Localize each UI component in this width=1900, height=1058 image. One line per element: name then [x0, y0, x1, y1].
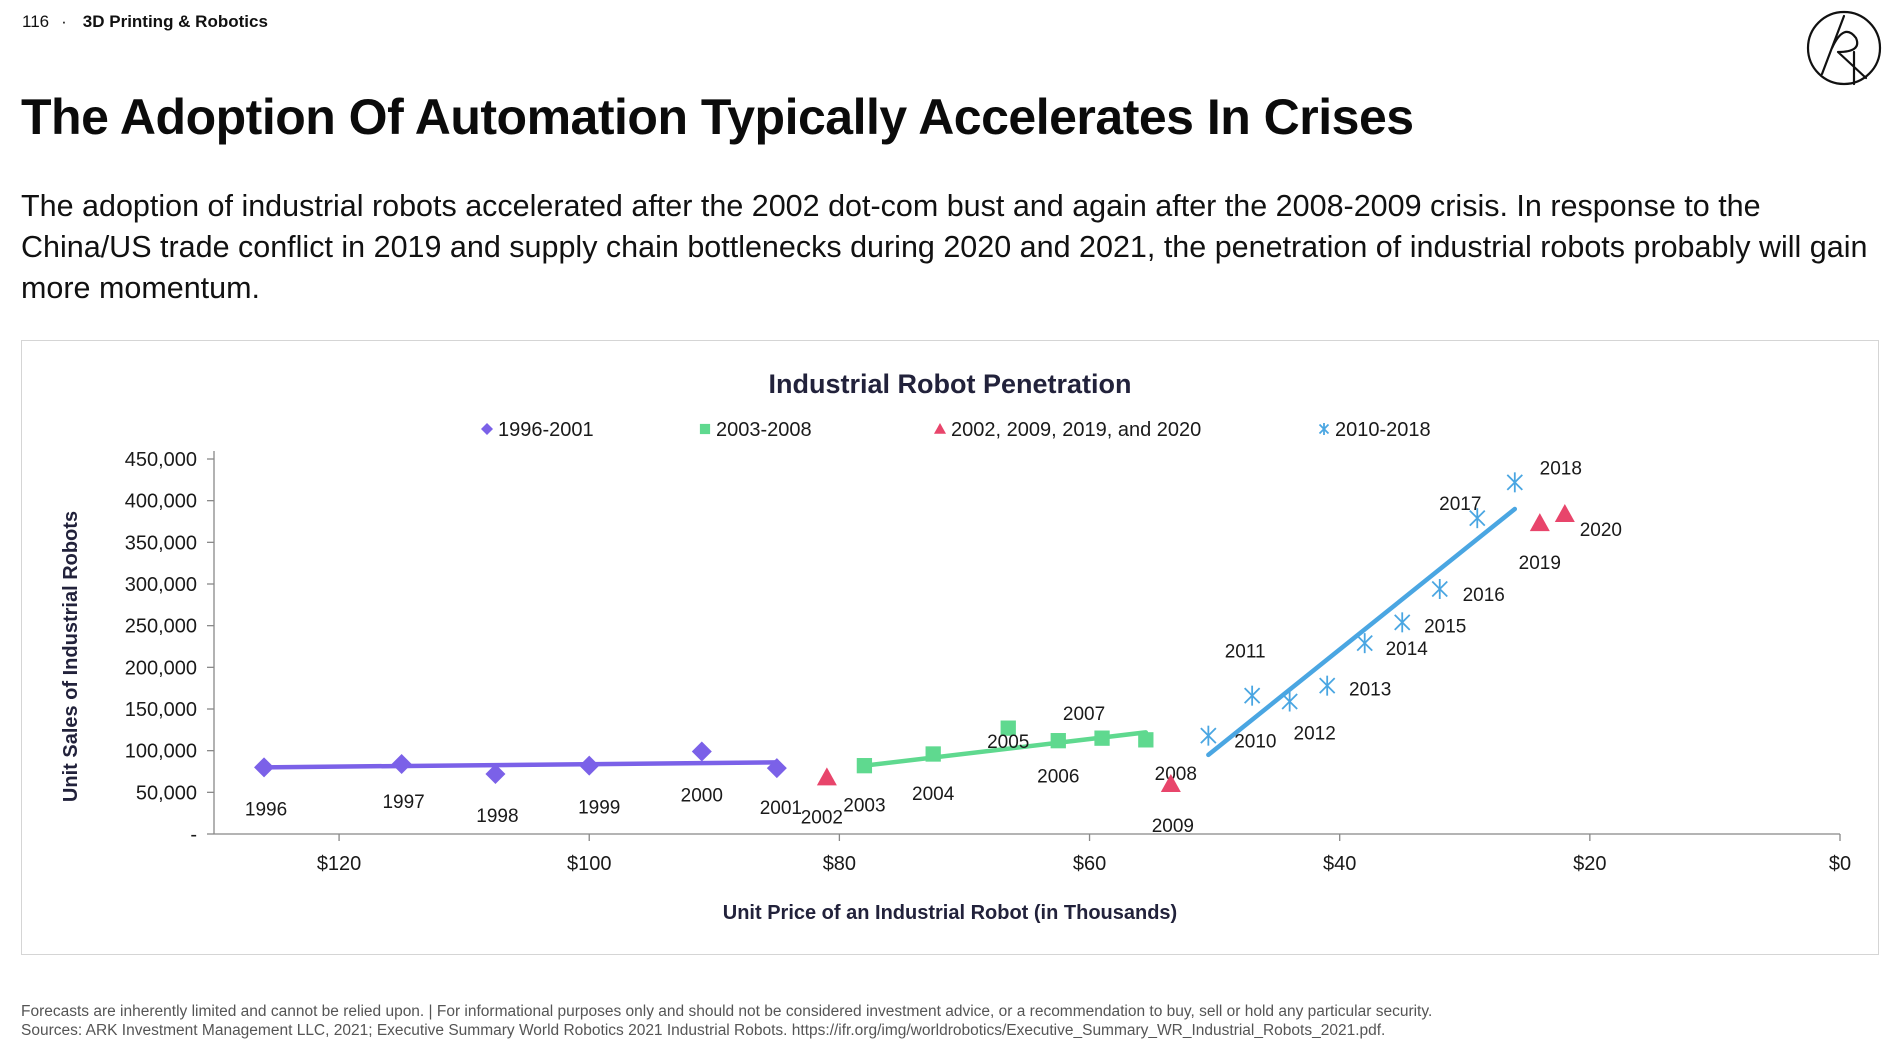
data-label-2011: 2011: [1225, 642, 1266, 663]
y-tick-label: 200,000: [125, 657, 197, 679]
y-tick-label: 150,000: [125, 699, 197, 721]
legend-entry: 2002, 2009, 2019, and 2020: [951, 419, 1201, 441]
data-label-2019: 2019: [1519, 553, 1561, 574]
y-tick-label: 350,000: [125, 532, 197, 554]
x-tick-label: $80: [823, 853, 856, 875]
page-number: 116: [22, 12, 50, 31]
data-label-2012: 2012: [1294, 724, 1336, 745]
data-point-2013: [1319, 675, 1336, 696]
data-point-2009: [1160, 774, 1181, 792]
data-label-2015: 2015: [1424, 616, 1466, 637]
y-tick-label: 450,000: [125, 449, 197, 471]
data-point-2020: [1554, 504, 1575, 522]
data-point-1997: [391, 754, 412, 774]
data-label-2001: 2001: [760, 798, 802, 819]
legend-entry: 2003-2008: [716, 419, 812, 441]
data-point-2017: [1469, 508, 1486, 529]
section-name: 3D Printing & Robotics: [82, 12, 268, 31]
header-bar: 116 · 3D Printing & Robotics: [22, 12, 268, 32]
data-point-2004: [925, 746, 941, 762]
data-point-2016: [1431, 579, 1448, 599]
data-point-2002: [816, 767, 837, 786]
data-label-1996: 1996: [245, 799, 287, 820]
data-label-2020: 2020: [1580, 520, 1622, 541]
data-point-2014: [1356, 633, 1373, 654]
data-point-2008: [1138, 732, 1154, 748]
y-tick-label: 300,000: [125, 574, 197, 596]
footer: Forecasts are inherently limited and can…: [21, 1002, 1432, 1040]
chart-title: Industrial Robot Penetration: [768, 369, 1131, 399]
chart-container: Industrial Robot Penetration 1996-2001 200…: [21, 340, 1879, 955]
legend-entry: 2010-2018: [1335, 419, 1431, 441]
x-tick-label: $60: [1073, 853, 1106, 875]
x-tick-label: $120: [317, 853, 362, 875]
data-label-2014: 2014: [1386, 639, 1429, 660]
data-point-1998: [485, 764, 506, 784]
data-label-2005: 2005: [987, 732, 1029, 753]
x-tick-label: $40: [1323, 853, 1356, 875]
data-label-2000: 2000: [681, 786, 723, 807]
legend-marker: [1318, 423, 1330, 435]
ark-logo: [1806, 10, 1882, 86]
data-point-1999: [579, 755, 600, 776]
data-point-2006: [1050, 733, 1066, 749]
data-label-2008: 2008: [1155, 764, 1197, 785]
footer-sources: Sources: ARK Investment Management LLC, …: [21, 1022, 1386, 1039]
data-label-2017: 2017: [1439, 494, 1481, 515]
y-axis-title: Unit Sales of Industrial Robots: [60, 511, 82, 802]
y-tick-label: 100,000: [125, 741, 197, 763]
data-label-2007: 2007: [1063, 704, 1105, 725]
data-label-2016: 2016: [1463, 585, 1505, 606]
data-point-2011: [1244, 685, 1261, 706]
x-tick-label: $100: [567, 853, 612, 875]
legend-entry: 1996-2001: [498, 419, 594, 441]
data-point-2000: [691, 741, 712, 762]
y-tick-label: 400,000: [125, 491, 197, 513]
data-point-2007: [1094, 730, 1110, 746]
data-point-2001: [766, 758, 787, 779]
page-title: The Adoption Of Automation Typically Acc…: [21, 89, 1414, 145]
trendline-2010-2018: [1206, 506, 1518, 758]
data-point-2019: [1529, 513, 1550, 532]
data-label-2009: 2009: [1152, 816, 1194, 837]
data-point-2012: [1281, 691, 1298, 712]
data-label-2004: 2004: [912, 784, 955, 805]
y-tick-label: -: [190, 824, 197, 846]
header-separator: ·: [61, 12, 67, 31]
data-point-1996: [254, 757, 275, 778]
data-label-1997: 1997: [382, 792, 424, 813]
legend-marker: [934, 423, 946, 434]
data-point-2018: [1506, 472, 1523, 493]
data-label-1998: 1998: [476, 806, 518, 827]
x-tick-label: $20: [1573, 853, 1606, 875]
data-label-2002: 2002: [801, 807, 843, 828]
data-point-2010: [1200, 725, 1217, 746]
x-axis-title: Unit Price of an Industrial Robot (in Th…: [723, 902, 1177, 924]
page-subtitle: The adoption of industrial robots accele…: [21, 189, 1868, 305]
trendline-1996-2001: [261, 760, 780, 770]
legend-marker: [481, 423, 493, 435]
legend-marker: [699, 423, 711, 435]
data-label-2018: 2018: [1540, 458, 1582, 479]
data-label-2006: 2006: [1037, 767, 1079, 788]
data-label-2003: 2003: [843, 796, 885, 817]
y-tick-label: 250,000: [125, 616, 197, 638]
data-label-2013: 2013: [1349, 680, 1391, 701]
data-point-2005: [1000, 720, 1016, 736]
y-tick-label: 50,000: [136, 782, 197, 804]
data-point-2015: [1394, 612, 1411, 633]
data-label-2010: 2010: [1234, 732, 1276, 753]
data-point-2003: [856, 758, 873, 774]
footer-disclaimer: Forecasts are inherently limited and can…: [21, 1003, 1433, 1020]
data-label-1999: 1999: [578, 798, 620, 819]
x-tick-label: $0: [1829, 853, 1851, 875]
